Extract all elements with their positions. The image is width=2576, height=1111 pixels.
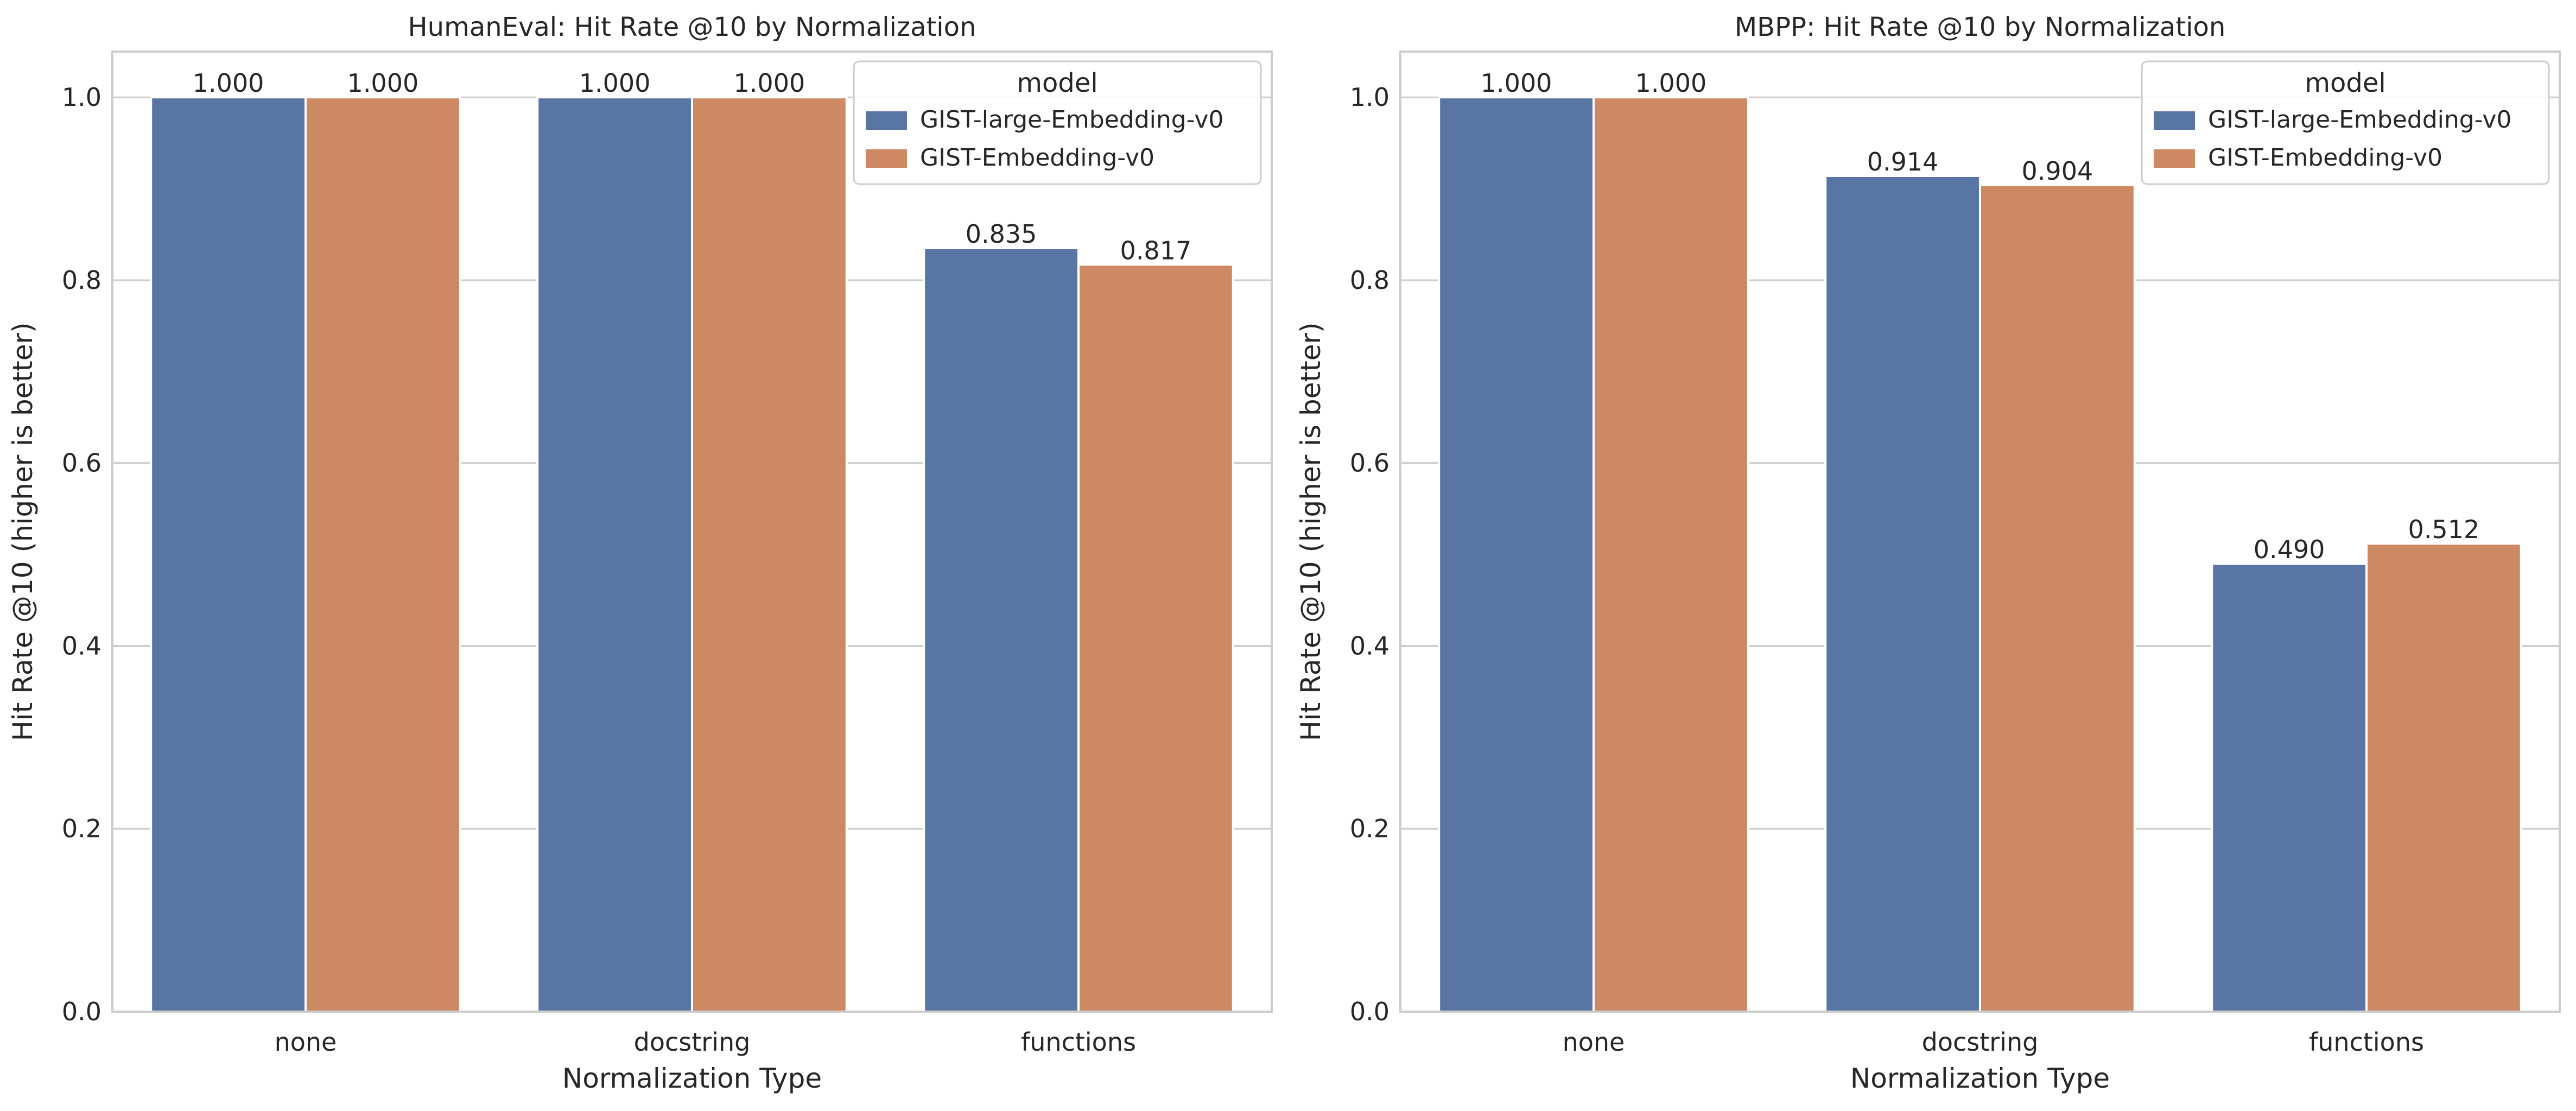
legend-entry-label: GIST-Embedding-v0 — [2208, 144, 2442, 172]
x-tick-label: none — [275, 1027, 337, 1057]
y-tick-label: 0.0 — [62, 997, 101, 1026]
legend-title: model — [1017, 68, 1097, 98]
bar-none-series-2 — [304, 96, 461, 1013]
bar-functions-series-2 — [1077, 263, 1234, 1013]
bar-value-label: 0.490 — [2254, 535, 2325, 564]
chart-panel-1: 0.0 0.2 0.4 0.6 0.8 1.0 1.000 1.000 none 1.000 1.0… — [7, 12, 1273, 1094]
y-tick-label: 0.2 — [1350, 814, 1389, 843]
legend-entry-label: GIST-Embedding-v0 — [920, 144, 1154, 172]
legend-box — [2141, 60, 2550, 185]
bar-value-label: 1.000 — [347, 68, 419, 98]
legend-title: model — [2305, 68, 2385, 98]
bar-docstring-series-2 — [691, 96, 848, 1013]
bar-value-label: 1.000 — [579, 68, 651, 98]
x-axis-label: Normalization Type — [562, 1063, 822, 1094]
x-tick-label: functions — [2309, 1027, 2424, 1057]
legend-swatch — [2154, 111, 2195, 130]
y-tick-label: 0.8 — [62, 266, 101, 295]
bar-value-label: 0.512 — [2408, 515, 2480, 544]
bar-docstring-series-1 — [1824, 174, 1981, 1013]
bar-value-label: 1.000 — [1481, 68, 1552, 98]
axes-frame — [1399, 50, 2561, 1013]
x-tick-label: none — [1563, 1027, 1625, 1057]
chart-panel-2: 0.0 0.2 0.4 0.6 0.8 1.0 1.000 1.000 none 0.914 0.9… — [1295, 12, 2561, 1094]
bar-functions-series-1 — [2211, 562, 2368, 1013]
bar-value-label: 1.000 — [734, 68, 805, 98]
y-tick-label: 0.4 — [62, 631, 101, 660]
chart-title: HumanEval: Hit Rate @10 by Normalization — [408, 12, 976, 42]
bar-none-series-1 — [150, 96, 307, 1013]
bar-value-label: 0.904 — [2022, 156, 2093, 186]
x-tick-label: functions — [1021, 1027, 1136, 1057]
y-tick-label: 0.4 — [1350, 631, 1389, 660]
y-axis-label: Hit Rate @10 (higher is better) — [1295, 322, 1327, 741]
y-tick-label: 0.6 — [1350, 449, 1389, 478]
bar-value-label: 0.835 — [966, 219, 1037, 249]
legend-entry-label: GIST-large-Embedding-v0 — [920, 106, 1223, 134]
y-tick-label: 0.2 — [62, 814, 101, 843]
x-tick-label: docstring — [634, 1027, 751, 1057]
y-tick-label: 1.0 — [62, 83, 101, 112]
bar-value-label: 0.817 — [1120, 236, 1192, 265]
bar-value-label: 1.000 — [193, 68, 264, 98]
legend: model GIST-large-Embedding-v0 GIST-Embeddi… — [853, 60, 1262, 185]
legend-box — [853, 60, 1262, 185]
bar-none-series-2 — [1592, 96, 1749, 1013]
legend-swatch — [866, 111, 907, 130]
legend-entry-label: GIST-large-Embedding-v0 — [2208, 106, 2511, 134]
y-tick-label: 0.0 — [1350, 997, 1389, 1026]
x-axis-label: Normalization Type — [1850, 1063, 2110, 1094]
y-tick-label: 1.0 — [1350, 83, 1389, 112]
y-tick-label: 0.6 — [62, 449, 101, 478]
axes-frame — [111, 50, 1273, 1013]
chart-title: MBPP: Hit Rate @10 by Normalization — [1735, 12, 2226, 42]
y-tick-label: 0.8 — [1350, 266, 1389, 295]
bar-docstring-series-2 — [1979, 184, 2136, 1013]
bar-functions-series-1 — [923, 247, 1080, 1013]
bar-functions-series-2 — [2365, 542, 2522, 1013]
x-tick-label: docstring — [1922, 1027, 2039, 1057]
y-axis-label: Hit Rate @10 (higher is better) — [7, 322, 39, 741]
bar-value-label: 0.914 — [1867, 147, 1939, 176]
legend-swatch — [866, 149, 907, 168]
legend-swatch — [2154, 149, 2195, 168]
bar-docstring-series-1 — [536, 96, 693, 1013]
bar-none-series-1 — [1438, 96, 1595, 1013]
bar-value-label: 1.000 — [1635, 68, 1707, 98]
legend: model GIST-large-Embedding-v0 GIST-Embeddi… — [2141, 60, 2550, 185]
